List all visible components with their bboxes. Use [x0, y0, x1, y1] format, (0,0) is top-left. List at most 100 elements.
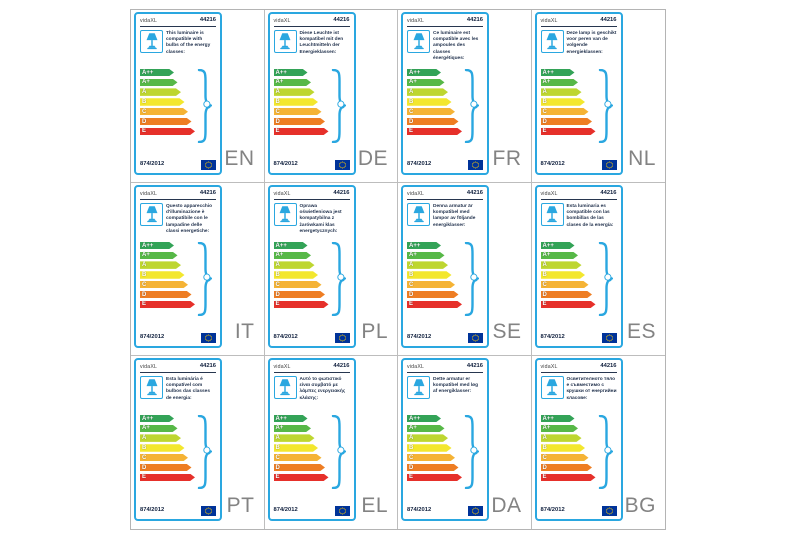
energy-class-arrow-c: C	[140, 281, 188, 289]
energy-class-scale: A++ A+ A B C D E	[407, 241, 483, 316]
energy-class-arrow-e: E	[140, 474, 195, 482]
energy-class-arrow-ap: A+	[274, 425, 312, 433]
card-header: vidaXL 44216	[541, 363, 617, 370]
energy-class-label: A+	[409, 425, 417, 432]
label-cell: vidaXL 44216 Questo apparecchio d'illumi…	[131, 183, 265, 356]
eu-flag-icon	[334, 160, 350, 170]
brand-text: vidaXL	[273, 17, 291, 24]
card-footer: 874/2012	[541, 160, 617, 170]
energy-class-label: B	[409, 271, 414, 278]
energy-class-label: A++	[409, 242, 421, 249]
energy-class-arrow-a: A	[274, 261, 315, 269]
label-cell: vidaXL 44216 Dette armatur er kompatibel…	[398, 356, 532, 529]
energy-class-label: B	[142, 271, 147, 278]
curly-brace-icon	[598, 241, 613, 316]
energy-class-arrow-a: A	[140, 261, 181, 269]
brand-text: vidaXL	[140, 363, 158, 370]
energy-class-arrow-ap: A+	[140, 252, 178, 260]
energy-class-label: B	[275, 98, 280, 105]
header-divider	[407, 25, 483, 27]
compatibility-text: Esta luminária é compatível com bulbos d…	[166, 376, 210, 401]
compatibility-text: Esta luminaria es compatible con las bom…	[566, 203, 614, 228]
label-cell: vidaXL 44216 Осветителното тяло е съвмес…	[531, 356, 665, 529]
energy-class-arrow-c: C	[274, 454, 322, 462]
energy-class-arrow-app: A++	[407, 242, 441, 250]
label-cell: vidaXL 44216 Oprawa oświetleniowa jest k…	[264, 183, 398, 356]
energy-class-arrow-app: A++	[140, 69, 174, 77]
table-lamp-icon	[407, 202, 430, 226]
energy-class-scale: A++ A+ A B C D E	[407, 414, 483, 489]
energy-class-arrow-b: B	[274, 444, 319, 452]
energy-class-label: E	[409, 301, 414, 308]
energy-label-card: vidaXL 44216 This luminaire is compatibl…	[134, 12, 222, 175]
product-number: 44216	[600, 190, 617, 196]
energy-class-arrow-ap: A+	[140, 79, 178, 87]
energy-class-label: B	[542, 444, 547, 451]
language-code: PT	[226, 494, 255, 517]
icon-row: Diese Leuchte ist kompatibel mit den Leu…	[273, 29, 350, 61]
energy-class-label: D	[542, 464, 547, 471]
energy-class-label: A	[542, 262, 547, 269]
energy-class-arrow-b: B	[274, 98, 319, 106]
brand-text: vidaXL	[540, 17, 558, 24]
energy-class-label: A	[542, 89, 547, 96]
curly-brace-icon	[464, 414, 479, 489]
compatibility-text: Denna armatur är kompatibel med lampor a…	[433, 203, 476, 228]
table-lamp-icon	[140, 29, 163, 53]
eu-flag-icon	[601, 506, 617, 516]
brand-text: vidaXL	[140, 190, 158, 197]
energy-class-label: A	[275, 89, 280, 96]
energy-class-scale: A++ A+ A B C D E	[140, 68, 216, 143]
energy-class-arrow-e: E	[407, 301, 462, 309]
energy-class-label: A++	[542, 415, 554, 422]
language-code: DE	[357, 147, 388, 170]
card-header: vidaXL 44216	[140, 190, 216, 197]
regulation-number: 874/2012	[140, 334, 165, 341]
table-lamp-icon	[273, 202, 297, 226]
energy-class-label: D	[275, 464, 280, 471]
energy-class-label: A+	[542, 425, 551, 432]
product-number: 44216	[199, 190, 216, 196]
energy-class-scale: A++ A+ A B C D E	[541, 241, 617, 316]
energy-class-label: A++	[542, 242, 554, 249]
icon-row: Oprawa oświetleniowa jest kompatybilna z…	[273, 202, 350, 234]
eu-flag-icon	[601, 160, 617, 170]
header-divider	[273, 25, 350, 27]
card-header: vidaXL 44216	[140, 363, 216, 370]
energy-class-label: E	[142, 128, 147, 135]
energy-class-label: A+	[409, 79, 417, 86]
energy-class-arrow-c: C	[140, 454, 188, 462]
regulation-number: 874/2012	[407, 161, 432, 168]
curly-brace-icon	[197, 414, 212, 489]
energy-class-arrow-c: C	[274, 281, 322, 289]
energy-class-arrow-ap: A+	[407, 425, 445, 433]
bulb-icon	[336, 100, 345, 109]
compatibility-text: Questo apparecchio d'illuminazione è com…	[166, 203, 213, 234]
energy-label-card: vidaXL 44216 Dette armatur er kompatibel…	[401, 358, 489, 521]
label-cell: vidaXL 44216 Esta luminaria es compatibl…	[531, 183, 665, 356]
curly-brace-icon	[331, 414, 346, 489]
energy-class-label: E	[542, 128, 547, 135]
energy-class-scale: A++ A+ A B C D E	[140, 414, 216, 489]
eu-flag-icon	[468, 160, 483, 170]
energy-class-arrow-b: B	[274, 271, 319, 279]
energy-class-label: E	[142, 474, 147, 481]
label-cell: vidaXL 44216 Ce luminaire est compatible…	[398, 10, 532, 183]
energy-class-label: B	[409, 98, 414, 105]
header-divider	[140, 371, 216, 373]
energy-class-arrow-e: E	[541, 128, 596, 136]
energy-class-arrow-d: D	[274, 118, 326, 126]
energy-class-arrow-b: B	[541, 98, 586, 106]
energy-class-label: D	[542, 118, 547, 125]
icon-row: Ce luminaire est compatible avec les amp…	[407, 29, 483, 61]
regulation-number: 874/2012	[273, 334, 298, 341]
energy-class-arrow-d: D	[274, 291, 326, 299]
energy-class-label: A+	[542, 252, 551, 259]
energy-class-arrow-app: A++	[274, 415, 308, 423]
energy-label-card: vidaXL 44216 Diese Leuchte ist kompatibe…	[267, 12, 356, 175]
curly-brace-icon	[464, 241, 479, 316]
energy-class-arrow-d: D	[140, 118, 192, 126]
energy-class-label: E	[542, 474, 547, 481]
label-cell: vidaXL 44216 Diese Leuchte ist kompatibe…	[264, 10, 398, 183]
